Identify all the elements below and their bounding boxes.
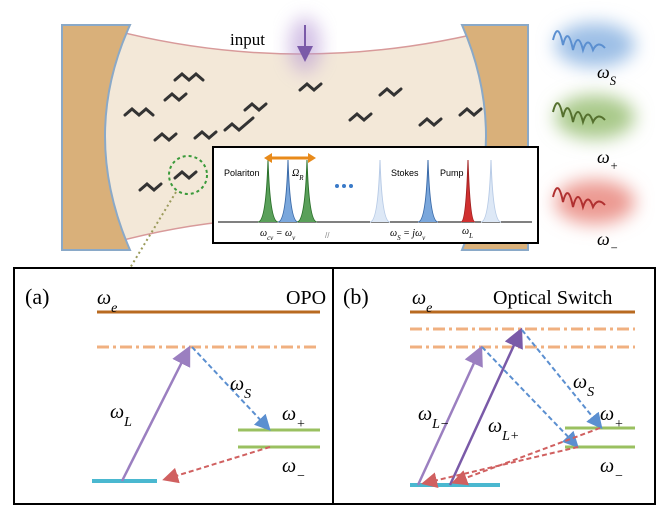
- subscript: S: [610, 74, 617, 88]
- stokes-label: Stokes: [391, 168, 419, 178]
- subscript: +: [614, 417, 623, 432]
- subscript: +: [610, 159, 619, 173]
- symbol: ω: [260, 228, 267, 239]
- subscript: e: [111, 301, 117, 316]
- symbol: ω: [97, 287, 111, 309]
- level-label: ω−: [282, 455, 306, 484]
- pump-label: ωL+: [488, 415, 519, 444]
- output-label: ωS: [597, 62, 617, 88]
- subscript: L−: [431, 417, 449, 432]
- pump-label: ωL−: [418, 403, 449, 432]
- stokes-label: ωS: [230, 373, 251, 402]
- symbol: ω: [573, 371, 587, 393]
- subscript: −: [614, 469, 623, 484]
- symbol: = ω: [273, 228, 292, 239]
- symbol: Ω: [292, 168, 299, 179]
- subscript: S: [244, 387, 251, 402]
- panel-a-title: OPO: [286, 287, 326, 309]
- subscript: −: [610, 241, 619, 255]
- level-label: ω−: [600, 455, 624, 484]
- symbol: ω: [597, 147, 610, 167]
- pump-label: ωL: [110, 401, 132, 430]
- symbol: ω: [418, 403, 432, 425]
- symbol: ω: [110, 401, 124, 423]
- pump-label: Pump: [440, 168, 464, 178]
- panel-b-tag: (b): [343, 284, 369, 309]
- output-label: ω−: [597, 229, 618, 255]
- symbol: ω: [412, 287, 426, 309]
- polariton-label: Polariton: [224, 168, 260, 178]
- symbol: ω: [230, 373, 244, 395]
- symbol: ω: [600, 403, 614, 425]
- symbol: = jω: [401, 228, 423, 239]
- symbol: ω: [597, 229, 610, 249]
- subscript: e: [426, 301, 432, 316]
- symbol: ω: [282, 455, 296, 477]
- output-waves: [553, 23, 635, 224]
- symbol: ω: [390, 228, 397, 239]
- level-label: ω+: [282, 403, 306, 432]
- subscript: −: [296, 469, 305, 484]
- subscript: L: [468, 232, 473, 240]
- figure: input Polariton Stokes Pump // (a) OPO (…: [0, 0, 667, 505]
- symbol: ω: [600, 455, 614, 477]
- subscript: L+: [501, 429, 519, 444]
- panel-b-title: Optical Switch: [493, 287, 612, 309]
- axis-break: //: [325, 231, 330, 240]
- symbol: ω: [462, 226, 469, 237]
- symbol: ω: [282, 403, 296, 425]
- panel-a-tag: (a): [25, 284, 49, 309]
- symbol: ω: [597, 62, 610, 82]
- subscript: R: [298, 174, 304, 182]
- output-label: ω+: [597, 147, 618, 173]
- subscript: L: [123, 415, 132, 430]
- subscript: S: [587, 385, 594, 400]
- input-label: input: [230, 30, 265, 49]
- symbol: ω: [488, 415, 502, 437]
- subscript: +: [296, 417, 305, 432]
